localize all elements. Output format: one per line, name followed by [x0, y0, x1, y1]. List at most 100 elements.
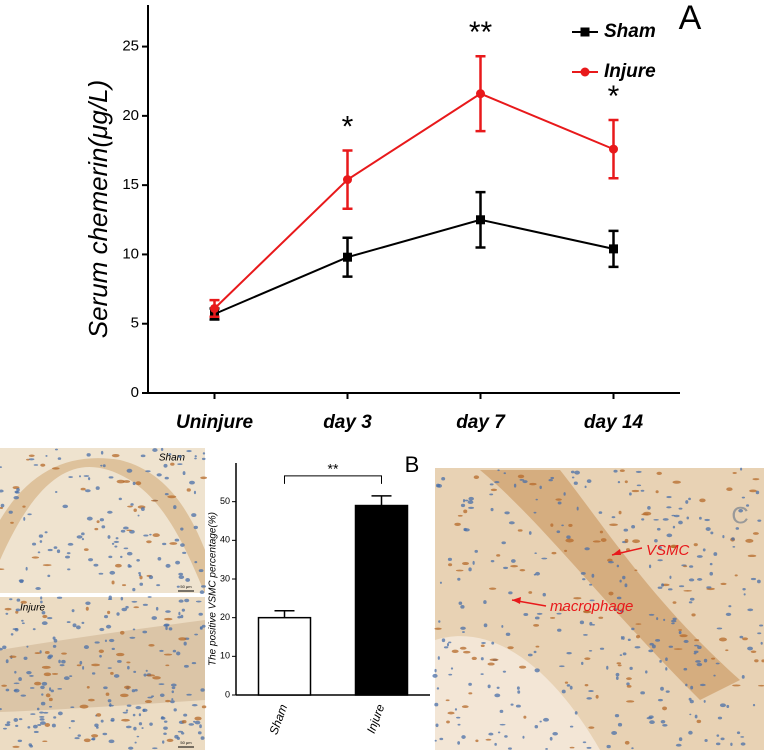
nucleus [755, 490, 760, 495]
nucleus [98, 572, 104, 575]
stain [550, 523, 554, 527]
nucleus [57, 687, 63, 690]
nucleus [503, 472, 506, 475]
nucleus [19, 579, 24, 584]
nucleus [180, 614, 184, 619]
nucleus [706, 586, 712, 589]
nucleus [617, 722, 623, 727]
nucleus [117, 660, 122, 663]
y-axis-label: Serum chemerin(μg/L) [83, 80, 113, 338]
stain [595, 694, 599, 699]
nucleus [83, 475, 90, 477]
stain [121, 584, 127, 587]
nucleus [155, 606, 159, 611]
nucleus [582, 741, 587, 744]
nucleus [522, 480, 528, 484]
nucleus [194, 457, 197, 460]
stain [44, 723, 51, 727]
nucleus [194, 455, 197, 458]
nucleus [507, 747, 512, 750]
nucleus [27, 513, 32, 516]
stain [718, 637, 727, 642]
stain [105, 692, 110, 696]
stain [96, 520, 100, 524]
x-tick-label: Injure [364, 702, 388, 735]
nucleus [183, 713, 188, 717]
nucleus [61, 659, 66, 664]
nucleus [199, 724, 202, 729]
significance-bracket [284, 475, 382, 484]
nucleus [147, 696, 153, 699]
nucleus [747, 608, 754, 612]
nucleus [110, 719, 115, 722]
stain [111, 453, 120, 458]
nucleus [671, 622, 675, 625]
nucleus [77, 734, 81, 737]
nucleus [170, 683, 177, 687]
nucleus [689, 713, 692, 716]
stain [488, 587, 497, 590]
nucleus [100, 719, 104, 723]
nucleus [522, 735, 525, 739]
nucleus [460, 626, 466, 630]
nucleus [589, 599, 595, 602]
nucleus [115, 537, 119, 540]
nucleus [752, 703, 756, 707]
stain [747, 554, 757, 558]
nucleus [108, 476, 114, 479]
nucleus [616, 596, 622, 600]
stain [678, 629, 683, 631]
y-tick-label: 0 [131, 384, 139, 401]
nucleus [448, 641, 452, 644]
nucleus [26, 645, 29, 648]
stain [626, 685, 632, 688]
nucleus [174, 538, 180, 542]
nucleus [107, 667, 112, 669]
y-tick-label: 25 [122, 38, 139, 55]
stain [749, 489, 757, 493]
nucleus [631, 747, 634, 750]
stain [42, 740, 48, 743]
nucleus [108, 704, 114, 707]
nucleus [709, 571, 714, 576]
nucleus [71, 609, 75, 613]
nucleus [439, 737, 444, 741]
nucleus [620, 636, 623, 640]
nucleus [534, 552, 537, 555]
nucleus [23, 656, 28, 660]
nucleus [156, 584, 161, 587]
stain [178, 637, 187, 641]
stain [672, 601, 677, 604]
stain [672, 480, 681, 484]
stain [170, 462, 175, 466]
stain [475, 739, 479, 743]
nucleus [33, 730, 39, 734]
nucleus [699, 683, 706, 687]
nucleus [503, 566, 509, 570]
nucleus [102, 732, 108, 736]
x-tick-label: Uninjure [176, 412, 253, 433]
nucleus [460, 605, 465, 609]
stain [510, 565, 519, 568]
stain [119, 630, 125, 635]
arrowhead [512, 597, 521, 604]
nucleus [513, 483, 517, 488]
nucleus [128, 746, 134, 750]
nucleus [599, 647, 605, 650]
nucleus [527, 653, 533, 657]
stain [169, 542, 178, 545]
nucleus [184, 598, 190, 603]
stain [608, 591, 614, 596]
stain [634, 569, 638, 572]
nucleus [86, 516, 93, 521]
nucleus [696, 555, 703, 558]
stain [568, 523, 573, 527]
nucleus [202, 452, 206, 455]
nucleus [131, 689, 136, 693]
nucleus [70, 719, 75, 723]
nucleus [101, 525, 106, 529]
nucleus [99, 518, 105, 522]
nucleus [5, 612, 9, 615]
stain [45, 693, 51, 698]
